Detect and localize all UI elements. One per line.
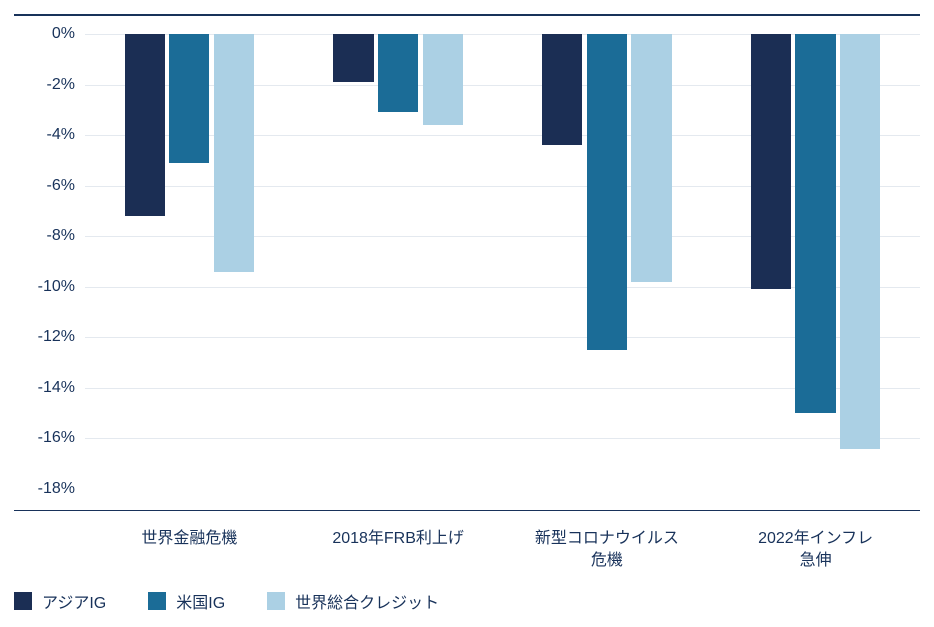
x-category-label: 新型コロナウイルス 危機	[503, 528, 712, 571]
bar	[125, 34, 165, 216]
bar	[423, 34, 463, 125]
y-tick-label: -8%	[47, 227, 75, 245]
bar	[378, 34, 418, 112]
y-tick-label: -4%	[47, 126, 75, 144]
bar-group	[125, 34, 254, 489]
legend-item: 世界総合クレジット	[267, 589, 439, 613]
y-tick-label: -14%	[38, 379, 75, 397]
legend-item: アジアIG	[14, 589, 106, 613]
legend-label: 米国IG	[176, 589, 225, 613]
x-category-label: 2022年インフレ 急伸	[711, 528, 920, 571]
y-tick-label: 0%	[52, 25, 75, 43]
bar	[840, 34, 880, 449]
bar-group	[751, 34, 880, 489]
x-category-label: 世界金融危機	[85, 528, 294, 550]
legend-item: 米国IG	[148, 589, 225, 613]
bar	[214, 34, 254, 272]
bar	[751, 34, 791, 289]
y-tick-label: -12%	[38, 328, 75, 346]
chart-bottom-border	[14, 510, 920, 511]
x-category-label: 2018年FRB利上げ	[294, 528, 503, 550]
bar-group	[542, 34, 671, 489]
y-tick-label: -10%	[38, 278, 75, 296]
legend-label: 世界総合クレジット	[295, 589, 439, 613]
bar-group	[333, 34, 462, 489]
y-tick-label: -18%	[38, 480, 75, 498]
bar	[542, 34, 582, 145]
chart-container: 0%-2%-4%-6%-8%-10%-12%-14%-16%-18% アジアIG…	[0, 0, 934, 627]
bar	[333, 34, 373, 82]
chart-top-border	[14, 14, 920, 16]
bar	[795, 34, 835, 413]
legend-swatch	[14, 592, 32, 610]
plot-area: 0%-2%-4%-6%-8%-10%-12%-14%-16%-18%	[85, 34, 920, 489]
legend: アジアIG 米国IG 世界総合クレジット	[14, 589, 439, 613]
y-tick-label: -6%	[47, 177, 75, 195]
legend-swatch	[148, 592, 166, 610]
y-tick-label: -16%	[38, 429, 75, 447]
legend-label: アジアIG	[42, 589, 106, 613]
bar	[169, 34, 209, 163]
y-tick-label: -2%	[47, 76, 75, 94]
bar	[631, 34, 671, 282]
legend-swatch	[267, 592, 285, 610]
bar	[587, 34, 627, 350]
